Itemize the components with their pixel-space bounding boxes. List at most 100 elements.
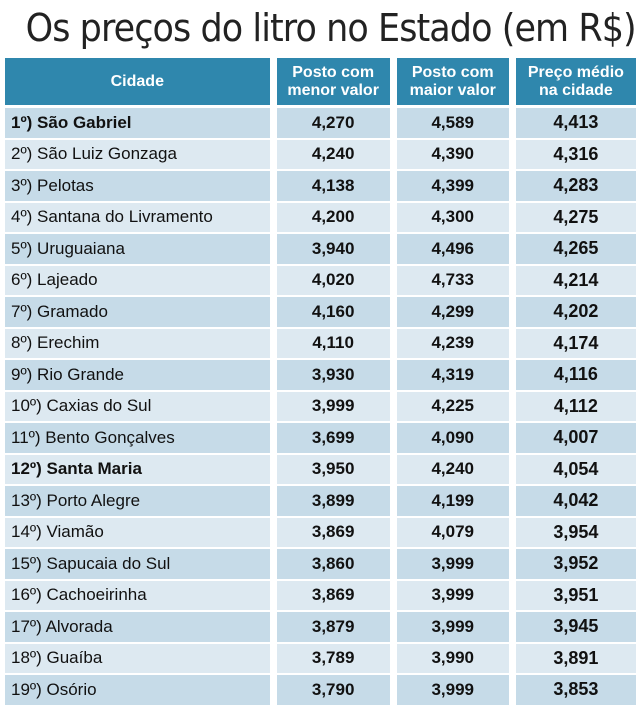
table-row: 3º) Pelotas 4,138 4,399 4,283 xyxy=(5,169,636,201)
cell-min: 3,879 xyxy=(276,610,390,642)
cell-avg: 3,891 xyxy=(515,641,636,673)
cell-min: 3,999 xyxy=(276,389,390,421)
cell-min: 3,699 xyxy=(276,421,390,453)
cell-avg: 3,952 xyxy=(515,547,636,579)
table-row: 14º) Viamão 3,869 4,079 3,954 xyxy=(5,515,636,547)
cell-avg: 4,413 xyxy=(515,105,636,138)
header-city: Cidade xyxy=(5,58,270,105)
table-row: 10º) Caxias do Sul 3,999 4,225 4,112 xyxy=(5,389,636,421)
cell-max: 4,319 xyxy=(396,358,509,390)
cell-city: 4º) Santana do Livramento xyxy=(5,200,270,232)
table-row: 2º) São Luiz Gonzaga 4,240 4,390 4,316 xyxy=(5,137,636,169)
cell-min: 4,240 xyxy=(276,137,390,169)
table-row: 4º) Santana do Livramento 4,200 4,300 4,275 xyxy=(5,200,636,232)
cell-avg: 4,214 xyxy=(515,263,636,295)
cell-avg: 4,042 xyxy=(515,484,636,516)
cell-avg: 4,054 xyxy=(515,452,636,484)
cell-city: 16º) Cachoeirinha xyxy=(5,578,270,610)
table-row: 9º) Rio Grande 3,930 4,319 4,116 xyxy=(5,358,636,390)
cell-min: 3,950 xyxy=(276,452,390,484)
cell-max: 4,239 xyxy=(396,326,509,358)
table-row: 19º) Osório 3,790 3,999 3,853 xyxy=(5,673,636,705)
table-row: 11º) Bento Gonçalves 3,699 4,090 4,007 xyxy=(5,421,636,453)
cell-min: 3,869 xyxy=(276,515,390,547)
cell-avg: 3,951 xyxy=(515,578,636,610)
cell-avg: 3,853 xyxy=(515,673,636,705)
price-table: Cidade Posto com menor valor Posto com m… xyxy=(0,58,640,705)
cell-city: 2º) São Luiz Gonzaga xyxy=(5,137,270,169)
cell-city: 9º) Rio Grande xyxy=(5,358,270,390)
cell-city: 5º) Uruguaiana xyxy=(5,232,270,264)
table-row: 6º) Lajeado 4,020 4,733 4,214 xyxy=(5,263,636,295)
cell-city: 15º) Sapucaia do Sul xyxy=(5,547,270,579)
table-row: 16º) Cachoeirinha 3,869 3,999 3,951 xyxy=(5,578,636,610)
cell-max: 4,496 xyxy=(396,232,509,264)
cell-max: 3,999 xyxy=(396,610,509,642)
cell-min: 4,110 xyxy=(276,326,390,358)
cell-city: 6º) Lajeado xyxy=(5,263,270,295)
table-row: 1º) São Gabriel 4,270 4,589 4,413 xyxy=(5,105,636,138)
table-row: 13º) Porto Alegre 3,899 4,199 4,042 xyxy=(5,484,636,516)
cell-min: 4,200 xyxy=(276,200,390,232)
cell-avg: 4,202 xyxy=(515,295,636,327)
header-avg: Preço médio na cidade xyxy=(515,58,636,105)
cell-avg: 3,954 xyxy=(515,515,636,547)
table-row: 15º) Sapucaia do Sul 3,860 3,999 3,952 xyxy=(5,547,636,579)
cell-max: 4,299 xyxy=(396,295,509,327)
cell-max: 4,225 xyxy=(396,389,509,421)
cell-avg: 4,316 xyxy=(515,137,636,169)
cell-min: 4,138 xyxy=(276,169,390,201)
cell-city: 8º) Erechim xyxy=(5,326,270,358)
cell-min: 3,899 xyxy=(276,484,390,516)
cell-min: 3,930 xyxy=(276,358,390,390)
page-title: Os preços do litro no Estado (em R$) xyxy=(25,6,637,50)
cell-min: 3,869 xyxy=(276,578,390,610)
cell-max: 4,589 xyxy=(396,105,509,138)
cell-city: 19º) Osório xyxy=(5,673,270,705)
cell-city: 12º) Santa Maria xyxy=(5,452,270,484)
cell-max: 3,999 xyxy=(396,547,509,579)
cell-city: 3º) Pelotas xyxy=(5,169,270,201)
cell-min: 4,270 xyxy=(276,105,390,138)
cell-city: 11º) Bento Gonçalves xyxy=(5,421,270,453)
cell-city: 17º) Alvorada xyxy=(5,610,270,642)
cell-avg: 4,275 xyxy=(515,200,636,232)
cell-avg: 4,265 xyxy=(515,232,636,264)
cell-min: 3,790 xyxy=(276,673,390,705)
cell-max: 3,999 xyxy=(396,578,509,610)
cell-min: 3,940 xyxy=(276,232,390,264)
cell-avg: 4,116 xyxy=(515,358,636,390)
cell-max: 3,999 xyxy=(396,673,509,705)
cell-avg: 3,945 xyxy=(515,610,636,642)
cell-city: 1º) São Gabriel xyxy=(5,105,270,138)
cell-max: 4,079 xyxy=(396,515,509,547)
cell-avg: 4,112 xyxy=(515,389,636,421)
table-row: 7º) Gramado 4,160 4,299 4,202 xyxy=(5,295,636,327)
cell-city: 7º) Gramado xyxy=(5,295,270,327)
header-max: Posto com maior valor xyxy=(396,58,509,105)
table-row: 8º) Erechim 4,110 4,239 4,174 xyxy=(5,326,636,358)
cell-avg: 4,283 xyxy=(515,169,636,201)
cell-city: 14º) Viamão xyxy=(5,515,270,547)
table-row: 18º) Guaíba 3,789 3,990 3,891 xyxy=(5,641,636,673)
cell-max: 4,090 xyxy=(396,421,509,453)
cell-avg: 4,007 xyxy=(515,421,636,453)
header-min: Posto com menor valor xyxy=(276,58,390,105)
cell-min: 3,789 xyxy=(276,641,390,673)
table-header: Cidade Posto com menor valor Posto com m… xyxy=(5,58,636,105)
cell-min: 4,160 xyxy=(276,295,390,327)
cell-max: 4,240 xyxy=(396,452,509,484)
cell-max: 3,990 xyxy=(396,641,509,673)
cell-city: 10º) Caxias do Sul xyxy=(5,389,270,421)
cell-min: 4,020 xyxy=(276,263,390,295)
cell-avg: 4,174 xyxy=(515,326,636,358)
cell-city: 13º) Porto Alegre xyxy=(5,484,270,516)
cell-city: 18º) Guaíba xyxy=(5,641,270,673)
cell-max: 4,390 xyxy=(396,137,509,169)
cell-max: 4,733 xyxy=(396,263,509,295)
cell-max: 4,199 xyxy=(396,484,509,516)
cell-max: 4,399 xyxy=(396,169,509,201)
table-row: 17º) Alvorada 3,879 3,999 3,945 xyxy=(5,610,636,642)
cell-min: 3,860 xyxy=(276,547,390,579)
table-row: 5º) Uruguaiana 3,940 4,496 4,265 xyxy=(5,232,636,264)
